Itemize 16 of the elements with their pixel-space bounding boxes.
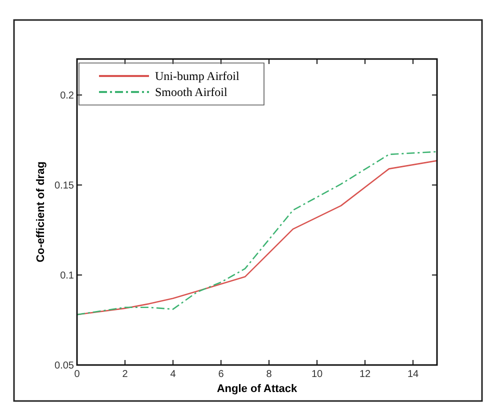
x-tick-label: 0 xyxy=(74,369,80,380)
y-tick-label: 0.15 xyxy=(54,180,74,192)
legend-label: Uni-bump Airfoil xyxy=(155,69,240,83)
x-tick-label: 10 xyxy=(311,369,323,380)
x-axis-title: Angle of Attack xyxy=(216,383,298,395)
y-axis-title: Co-efficient of drag xyxy=(35,162,47,262)
y-tick-label: 0.2 xyxy=(60,90,74,102)
y-tick-label: 0.05 xyxy=(54,360,74,372)
x-tick-label: 6 xyxy=(218,369,224,380)
x-tick-label: 12 xyxy=(359,369,371,380)
legend-label: Smooth Airfoil xyxy=(155,85,228,99)
y-tick-label: 0.1 xyxy=(60,270,74,282)
x-tick-label: 4 xyxy=(170,369,176,380)
x-tick-label: 14 xyxy=(407,369,419,380)
x-tick-label: 2 xyxy=(122,369,128,380)
x-tick-label: 8 xyxy=(266,369,272,380)
